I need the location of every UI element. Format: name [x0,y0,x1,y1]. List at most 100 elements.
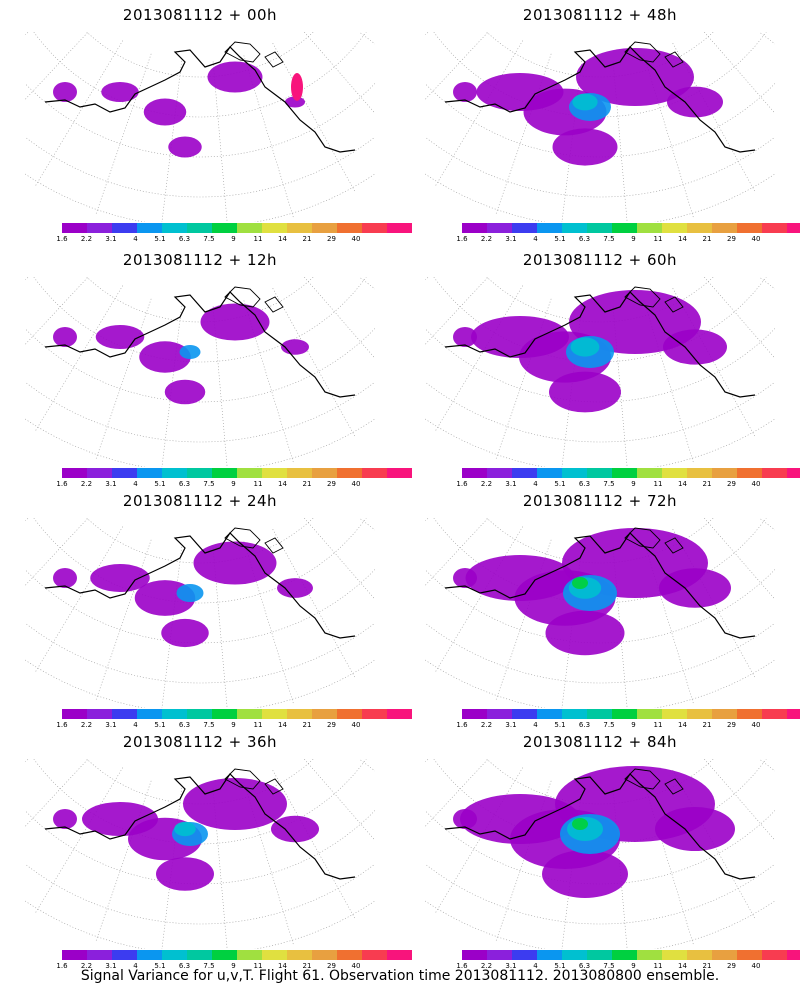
colorbar-label: 1.6 [456,235,468,243]
colorbar [462,709,800,719]
colorbar-swatch [162,950,187,960]
colorbar-label: 6.3 [178,962,191,970]
colorbar-label: 21 [702,721,712,729]
colorbar-swatch [62,223,87,233]
colorbar-labels: 1.6 2.2 3.1 4 5.1 6.3 7.5 9 11 14 21 29 40 [456,721,762,731]
colorbar-label: 6.3 [578,721,591,729]
panel-title: 2013081112 + 84h [522,733,678,751]
colorbar-swatch [137,950,162,960]
colorbar-label: 4 [533,962,538,970]
colorbar-swatch [237,468,262,478]
colorbar-swatch [487,950,512,960]
colorbar-label: 4 [133,480,138,488]
colorbar-swatch [87,950,112,960]
variance-field [453,528,731,656]
coastline [444,46,756,153]
colorbar-labels: 1.6 2.2 3.1 4 5.1 6.3 7.5 9 11 14 21 29 40 [456,962,762,972]
colorbar-labels: 1.6 2.2 3.1 4 5.1 6.3 7.5 9 11 14 21 29 40 [56,962,362,972]
colorbar-swatch [687,709,712,719]
colorbar-swatch [287,709,312,719]
colorbar-label: 1.6 [56,480,68,488]
colorbar-swatch [512,468,537,478]
figure-caption: Signal Variance for u,v,T. Flight 61. Ob… [80,968,720,984]
colorbar-label: 14 [678,235,687,243]
colorbar [462,950,800,960]
colorbar-swatch [712,950,737,960]
colorbar-swatch [387,223,412,233]
colorbar-label: 4 [533,235,538,243]
colorbar-swatch [162,709,187,719]
arctic-islands [224,41,284,68]
colorbar-label: 21 [302,235,312,243]
colorbar-swatch [637,223,662,233]
projection-map [25,277,375,467]
arctic-islands [224,768,284,795]
colorbar-swatch [312,709,337,719]
colorbar-label: 1.6 [56,721,68,729]
colorbar-label: 11 [653,962,663,970]
colorbar [62,223,412,233]
projection-map [425,518,775,708]
colorbar-swatch [587,468,612,478]
colorbar-label: 21 [302,721,312,729]
variance-field [453,48,723,166]
colorbar-label: 21 [702,480,712,488]
colorbar-label: 29 [727,962,736,970]
coastline [444,532,756,639]
colorbar-label: 6.3 [578,962,591,970]
colorbar-swatch [337,223,362,233]
colorbar-label: 29 [327,480,336,488]
colorbar-swatch [187,709,212,719]
colorbar-label: 4 [533,480,538,488]
colorbar-label: 7.5 [203,235,215,243]
arctic-islands [624,41,684,68]
colorbar-swatch [287,468,312,478]
coastline [44,532,356,639]
panel-title: 2013081112 + 48h [522,6,678,24]
colorbar-label: 29 [327,962,336,970]
colorbar-label: 40 [751,480,761,488]
colorbar-swatch [112,468,137,478]
colorbar-label: 3.1 [105,962,117,970]
colorbar-label: 1.6 [456,480,468,488]
colorbar-swatch [337,468,362,478]
colorbar-label: 6.3 [178,721,191,729]
arctic-islands [624,768,684,795]
colorbar-swatch [262,223,287,233]
colorbar-label: 7.5 [203,721,215,729]
colorbar-swatch [562,709,587,719]
colorbar-label: 21 [302,480,312,488]
colorbar-label: 4 [133,235,138,243]
colorbar-swatch [487,709,512,719]
colorbar-label: 14 [678,962,687,970]
colorbar-swatch [537,709,562,719]
colorbar-label: 11 [653,721,663,729]
panel-title: 2013081112 + 36h [122,733,278,751]
colorbar-label: 29 [727,235,736,243]
variance-field [53,778,319,891]
coastline [44,46,356,153]
projection-map [25,759,375,949]
colorbar-swatch [287,223,312,233]
colorbar-label: 9 [631,962,636,970]
panel-title: 2013081112 + 12h [122,251,278,269]
colorbar-label: 9 [231,721,236,729]
colorbar-label: 5.1 [154,235,166,243]
colorbar-label: 3.1 [505,962,517,970]
colorbar [462,468,800,478]
colorbar-swatch [762,709,787,719]
colorbar-label: 7.5 [603,235,615,243]
colorbar-swatch [562,223,587,233]
colorbar-label: 40 [751,721,761,729]
colorbar-swatch [662,468,687,478]
colorbar-swatch [737,709,762,719]
map-panel: 2013081112 + 84h 1.6 2.2 3.1 4 5.1 6.3 7.5 9 11 14… [400,727,800,972]
projection-map [25,518,375,708]
colorbar-label: 7.5 [603,721,615,729]
colorbar-swatch [762,468,787,478]
colorbar-swatch [487,468,512,478]
colorbar-label: 29 [327,235,336,243]
colorbar-swatch [512,709,537,719]
colorbar-swatch [187,950,212,960]
colorbar-swatch [212,223,237,233]
